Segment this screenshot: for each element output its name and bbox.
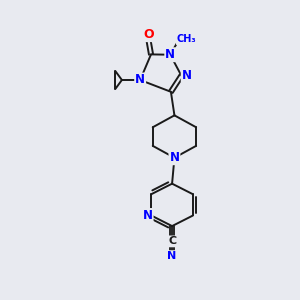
Text: CH₃: CH₃ [177,34,196,44]
Text: N: N [182,69,192,82]
Text: N: N [169,151,179,164]
Text: O: O [143,28,154,41]
Text: C: C [168,236,176,246]
Text: N: N [167,251,177,261]
Text: N: N [135,74,145,86]
Text: N: N [142,209,153,222]
Text: N: N [165,48,175,61]
